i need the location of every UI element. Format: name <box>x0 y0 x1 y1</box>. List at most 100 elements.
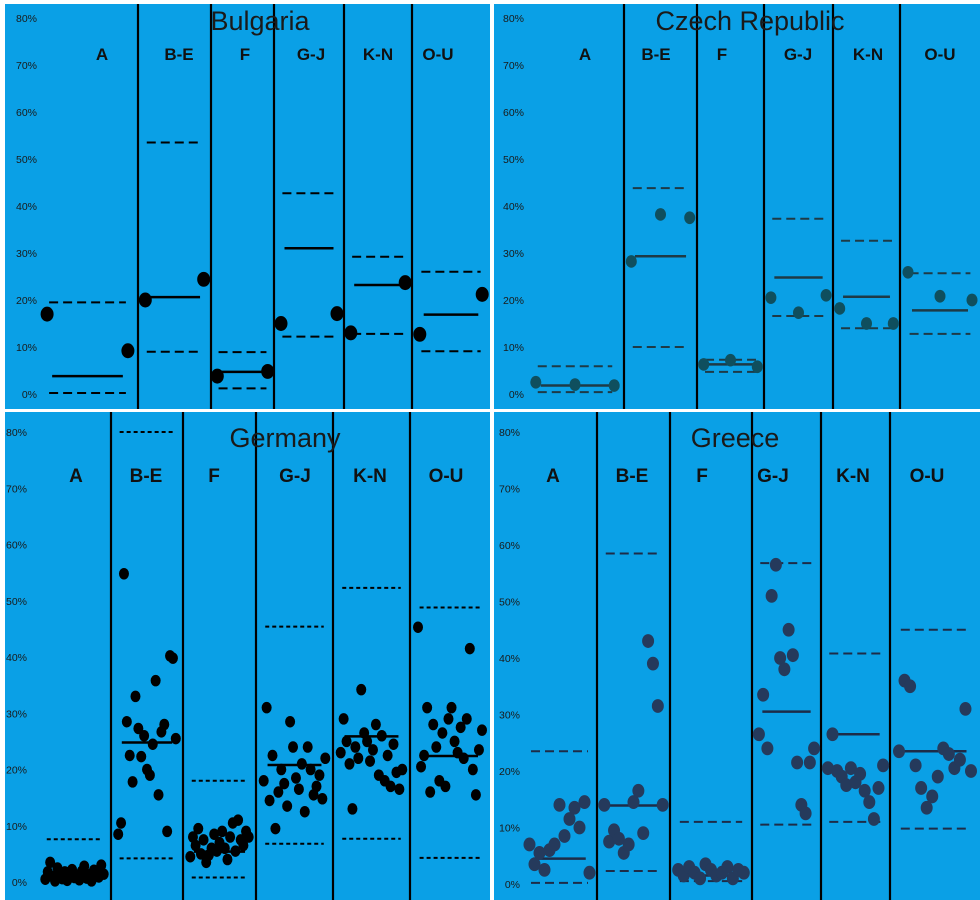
data-point <box>45 856 56 869</box>
category-label: F <box>717 45 727 64</box>
data-point <box>197 271 211 287</box>
y-tick-label: 10% <box>503 342 524 354</box>
data-point <box>632 783 645 798</box>
data-point <box>270 822 281 835</box>
data-point <box>344 325 358 341</box>
data-point <box>217 825 228 838</box>
data-point <box>150 674 161 687</box>
data-point <box>193 822 204 835</box>
data-point <box>296 758 307 770</box>
data-point <box>684 211 696 225</box>
data-point <box>569 378 581 391</box>
data-point <box>238 839 249 852</box>
data-point <box>533 846 546 860</box>
data-point <box>598 798 611 812</box>
data-point <box>603 834 616 849</box>
y-tick-label: 30% <box>503 248 524 260</box>
data-point <box>646 656 659 671</box>
data-point <box>934 289 946 303</box>
category-label: F <box>208 466 220 487</box>
data-point <box>761 741 774 756</box>
y-tick-label: 80% <box>499 427 520 439</box>
data-point <box>210 368 224 384</box>
data-point <box>548 837 561 852</box>
data-point <box>863 795 876 809</box>
data-point <box>461 713 472 725</box>
chart-title: Greece <box>691 423 780 453</box>
data-point <box>803 755 816 770</box>
data-point <box>388 738 399 750</box>
data-point <box>350 741 361 753</box>
y-tick-label: 70% <box>16 60 37 72</box>
data-point <box>655 208 666 221</box>
y-tick-label: 10% <box>499 823 520 835</box>
y-tick-label: 60% <box>499 540 520 552</box>
data-point <box>264 794 275 807</box>
y-tick-label: 10% <box>6 821 27 833</box>
y-tick-label: 50% <box>16 154 37 166</box>
category-label: G-J <box>784 45 812 64</box>
y-tick-label: 60% <box>16 107 37 119</box>
data-point <box>443 713 454 725</box>
data-point <box>455 721 466 734</box>
y-tick-label: 40% <box>503 201 524 213</box>
category-label: G-J <box>757 466 789 487</box>
data-point <box>573 820 586 835</box>
y-tick-label: 30% <box>499 710 520 722</box>
y-tick-label: 20% <box>6 765 27 777</box>
data-point <box>185 850 196 863</box>
data-point <box>127 776 138 788</box>
data-point <box>821 761 834 776</box>
data-point <box>612 831 625 846</box>
category-label: K-N <box>353 466 387 487</box>
data-point <box>425 786 436 798</box>
data-point <box>893 744 905 759</box>
data-point <box>282 800 293 812</box>
data-point <box>959 701 972 716</box>
data-point <box>370 718 381 731</box>
data-point <box>276 763 287 776</box>
data-point <box>563 812 576 826</box>
data-point <box>274 316 288 331</box>
category-label: K-N <box>836 466 870 487</box>
data-point <box>116 817 127 829</box>
data-point <box>230 845 241 857</box>
data-point <box>40 306 54 322</box>
data-point <box>909 758 922 773</box>
data-point <box>786 648 799 663</box>
data-point <box>413 326 427 342</box>
data-point <box>159 718 170 731</box>
category-label: A <box>546 466 560 487</box>
category-label: B-E <box>616 466 649 487</box>
data-point <box>791 755 804 770</box>
data-point <box>144 769 155 781</box>
y-tick-label: 0% <box>22 389 37 401</box>
data-point <box>209 828 220 840</box>
data-point <box>651 699 664 713</box>
chart-title: Germany <box>229 423 341 453</box>
data-point <box>113 828 124 840</box>
data-point <box>121 715 132 728</box>
data-point <box>902 265 914 279</box>
category-label: A <box>69 466 83 487</box>
data-point <box>147 738 158 750</box>
data-point <box>966 293 978 307</box>
data-point <box>820 288 832 302</box>
data-point <box>347 803 358 815</box>
data-point <box>840 778 853 793</box>
y-tick-label: 50% <box>6 596 27 608</box>
y-tick-label: 80% <box>503 13 524 25</box>
data-point <box>834 302 846 315</box>
data-point <box>752 727 765 742</box>
data-point <box>799 806 812 821</box>
y-tick-label: 60% <box>6 540 27 552</box>
chart-title: Bulgaria <box>210 6 310 36</box>
data-point <box>314 769 325 781</box>
data-point <box>475 286 489 302</box>
data-point <box>637 826 650 841</box>
data-point <box>808 741 821 756</box>
data-point <box>419 749 430 762</box>
data-point <box>167 652 178 664</box>
data-point <box>222 853 233 866</box>
data-point <box>721 860 734 874</box>
